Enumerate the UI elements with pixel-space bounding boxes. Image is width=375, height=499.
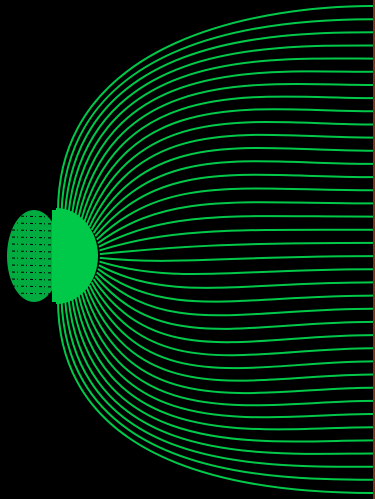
field-line [57, 5, 374, 213]
field-line [83, 108, 374, 223]
field-line [85, 120, 374, 225]
field-line [96, 187, 374, 241]
field-line [74, 70, 374, 217]
sphere-texture-line [11, 257, 57, 260]
small-sphere [7, 210, 61, 302]
field-line [64, 31, 374, 213]
field-line [88, 284, 374, 370]
field-line [94, 275, 374, 330]
field-line [60, 299, 374, 481]
field-line [74, 295, 374, 431]
field-line [57, 299, 374, 494]
field-line [70, 57, 374, 215]
sphere-group [7, 208, 98, 304]
field-line [83, 289, 374, 395]
sphere-texture-line [11, 229, 57, 232]
sphere-texture-line [11, 285, 57, 288]
sphere-texture-line [11, 278, 57, 281]
field-line [77, 83, 374, 218]
field-line [97, 201, 374, 244]
sphere-texture-line [11, 222, 57, 225]
field-line [67, 44, 374, 214]
field-lines-group [57, 5, 374, 494]
sphere-texture-line [11, 243, 57, 246]
field-line [60, 18, 374, 213]
sphere-texture-line [11, 250, 57, 253]
field-line [99, 241, 374, 256]
field-line [99, 255, 374, 262]
sphere-texture-line [11, 292, 57, 295]
field-line [85, 287, 374, 382]
field-line [94, 173, 374, 237]
sphere-texture-line [11, 264, 57, 267]
field-line [80, 292, 374, 407]
field-line [99, 260, 374, 275]
field-line [90, 281, 374, 357]
field-line [97, 268, 374, 303]
sphere-texture-line [11, 236, 57, 239]
sphere-texture-line [11, 271, 57, 274]
field-line [96, 271, 374, 317]
sphere-texture-line [11, 215, 57, 218]
field-line [98, 215, 374, 248]
right-edge-strip [373, 0, 375, 499]
field-line [70, 297, 374, 443]
field-line [77, 294, 374, 419]
field-line [67, 298, 374, 455]
large-half-disk [56, 208, 98, 304]
field-line [92, 160, 374, 234]
field-line [88, 133, 374, 228]
field-line [64, 299, 374, 468]
field-line [99, 228, 374, 252]
field-line [92, 278, 374, 344]
field-line [80, 95, 374, 220]
field-line [90, 146, 374, 231]
field-line [98, 264, 374, 289]
half-disk-base [52, 210, 64, 302]
